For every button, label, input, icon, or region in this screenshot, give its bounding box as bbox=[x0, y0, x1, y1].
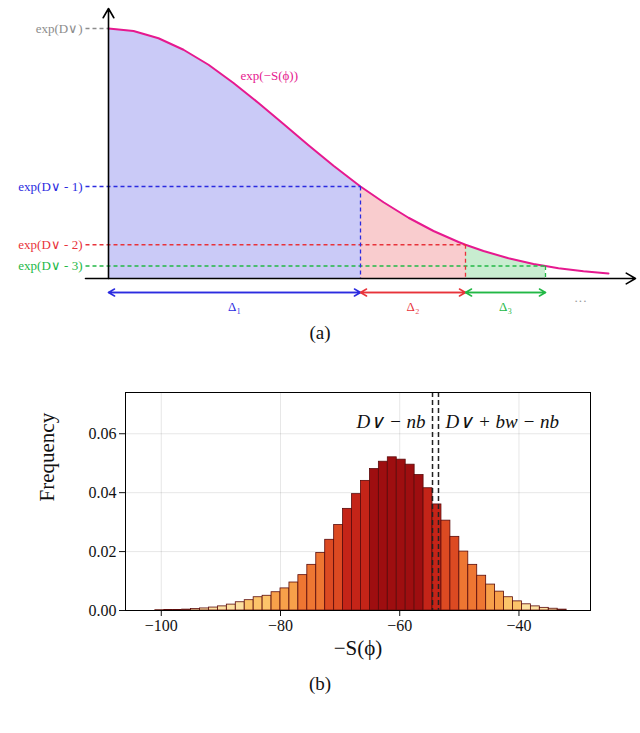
svg-text:···: ··· bbox=[574, 293, 587, 308]
svg-text:−100: −100 bbox=[145, 617, 178, 634]
svg-text:exp(D∨ - 3): exp(D∨ - 3) bbox=[18, 258, 82, 273]
svg-text:−S(ϕ): −S(ϕ) bbox=[334, 636, 383, 660]
svg-text:exp(−S(ϕ)): exp(−S(ϕ)) bbox=[241, 68, 299, 83]
svg-text:Δ₃: Δ₃ bbox=[499, 299, 512, 314]
svg-text:0.00: 0.00 bbox=[89, 602, 117, 619]
svg-text:Δ₁: Δ₁ bbox=[228, 299, 241, 314]
svg-text:0.04: 0.04 bbox=[89, 484, 117, 501]
svg-text:0.02: 0.02 bbox=[89, 543, 117, 560]
svg-text:exp(D∨ - 2): exp(D∨ - 2) bbox=[18, 237, 82, 252]
svg-text:D∨ + bw − nb: D∨ + bw − nb bbox=[444, 411, 559, 432]
svg-text:−80: −80 bbox=[268, 617, 293, 634]
svg-text:−60: −60 bbox=[387, 617, 412, 634]
html-text:(a): (a) bbox=[309, 322, 331, 343]
html-text:(b): (b) bbox=[308, 673, 332, 694]
svg-text:0.06: 0.06 bbox=[89, 425, 117, 442]
svg-text:exp(D∨): exp(D∨) bbox=[36, 21, 83, 36]
svg-text:D∨ − nb: D∨ − nb bbox=[355, 411, 425, 432]
svg-text:Δ₂: Δ₂ bbox=[407, 299, 420, 314]
svg-text:exp(D∨ - 1): exp(D∨ - 1) bbox=[18, 179, 82, 194]
svg-text:−40: −40 bbox=[506, 617, 531, 634]
svg-text:Frequency: Frequency bbox=[35, 412, 59, 501]
